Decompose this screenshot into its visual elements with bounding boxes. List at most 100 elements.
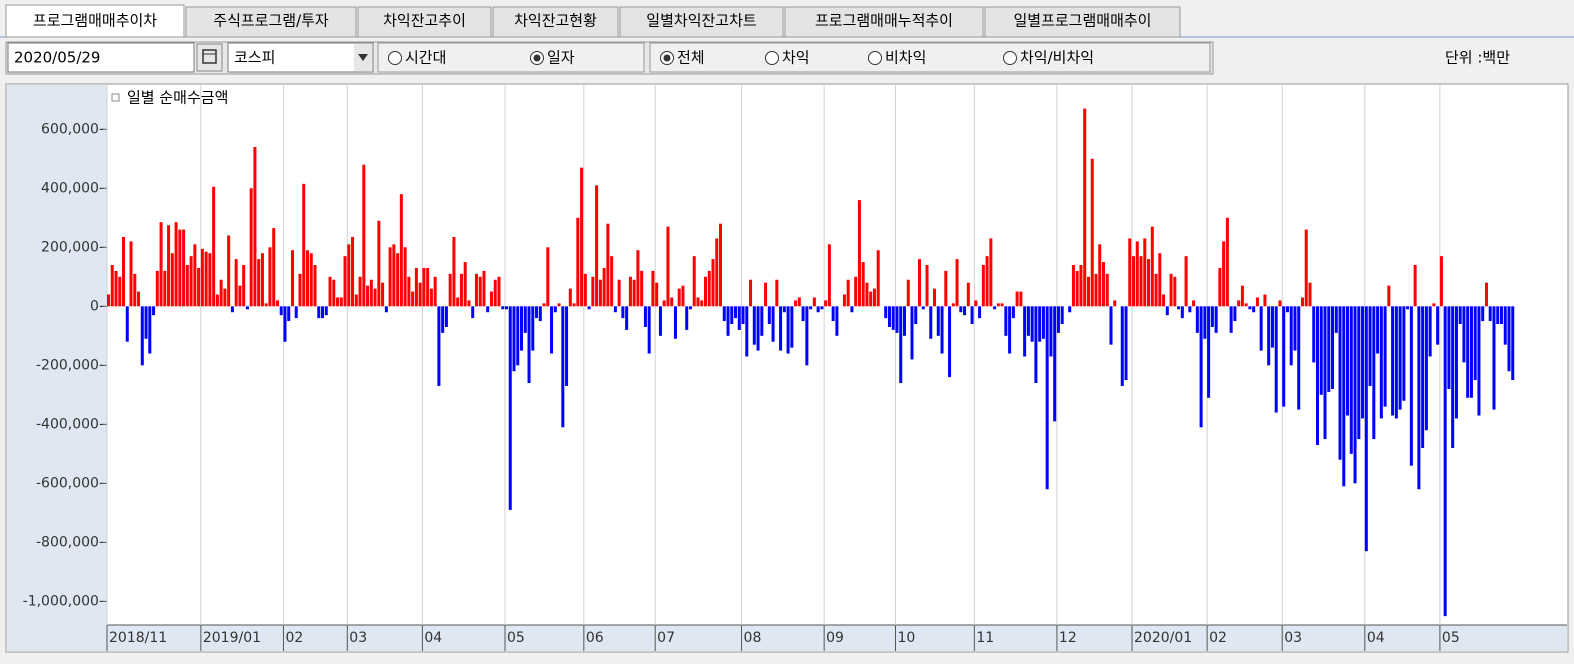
radio-button[interactable] [1003, 51, 1017, 65]
bar [324, 306, 328, 316]
bar [865, 282, 869, 307]
bar [407, 276, 411, 307]
bar [951, 303, 955, 307]
bar [227, 235, 231, 307]
bar [137, 291, 141, 307]
calendar-button[interactable] [196, 43, 223, 72]
bar [275, 300, 279, 307]
x-tick-label: 05 [1442, 630, 1460, 646]
bar [1105, 273, 1109, 307]
bar [129, 241, 133, 307]
bar [204, 251, 208, 307]
tab-label: 일별차익잔고차트 [646, 12, 757, 30]
bar [1319, 306, 1323, 395]
bar [602, 267, 606, 307]
bar [1120, 306, 1124, 386]
bar [576, 217, 580, 307]
radio-button[interactable] [765, 51, 779, 65]
bar [910, 306, 914, 360]
bar [745, 306, 749, 357]
bar [298, 273, 302, 307]
bar [1023, 306, 1027, 357]
bar [1210, 306, 1214, 327]
bar [996, 303, 1000, 307]
x-tick-label: 03 [349, 630, 367, 646]
x-tick-label: 2019/01 [203, 630, 261, 646]
bar [587, 306, 591, 310]
bar [940, 306, 944, 354]
market-select[interactable] [227, 42, 374, 73]
bar [459, 273, 463, 307]
bar [290, 250, 294, 307]
tab[interactable] [185, 6, 357, 38]
tab[interactable] [619, 6, 784, 38]
bar [550, 306, 554, 354]
bar [869, 291, 873, 307]
bar [1421, 306, 1425, 448]
bar [114, 270, 118, 307]
date-input[interactable] [7, 42, 195, 73]
x-tick-label: 04 [1367, 630, 1385, 646]
tab[interactable] [5, 4, 185, 38]
bar [715, 238, 719, 307]
bar [1124, 306, 1128, 381]
bar [632, 279, 636, 307]
bar [212, 186, 216, 307]
tab[interactable] [984, 6, 1181, 38]
bar [1192, 300, 1196, 307]
bar [1406, 306, 1410, 310]
bar [1222, 241, 1226, 307]
bar [1454, 306, 1458, 419]
bar [1011, 306, 1015, 319]
bar [305, 250, 310, 307]
bar [1428, 306, 1432, 357]
bar [478, 276, 482, 307]
bar [328, 276, 332, 307]
bar [1177, 306, 1181, 310]
bar [955, 259, 959, 307]
radio-dot [533, 54, 541, 62]
bar [508, 306, 512, 510]
bar [1169, 273, 1173, 307]
bar [287, 306, 291, 322]
bar [933, 288, 937, 307]
bar [692, 256, 696, 307]
bar [688, 306, 692, 310]
bar [734, 306, 738, 319]
bar [1045, 306, 1049, 490]
bar [1507, 306, 1511, 372]
y-tick-label: -800,000- [36, 534, 104, 550]
bar [264, 303, 268, 307]
bar [636, 250, 640, 307]
bar [557, 303, 561, 307]
bar [752, 306, 756, 345]
bar [362, 164, 366, 307]
x-tick-label: 04 [424, 630, 442, 646]
bar [497, 276, 501, 307]
bar [189, 256, 193, 307]
bar [719, 223, 723, 307]
bar [782, 306, 786, 313]
radio-button[interactable] [388, 51, 402, 65]
bar [283, 306, 287, 342]
x-tick-label: 09 [826, 630, 844, 646]
legend-label: 일별 순매수금액 [127, 89, 228, 107]
bar [249, 188, 253, 307]
bar [377, 220, 381, 307]
tab[interactable] [784, 6, 984, 38]
y-tick-label: -400,000- [36, 416, 104, 432]
bar [200, 248, 204, 307]
bar [565, 306, 569, 386]
radio-button[interactable] [868, 51, 882, 65]
tab[interactable] [357, 6, 492, 38]
bar [1346, 306, 1350, 416]
tab[interactable] [492, 6, 619, 38]
bar [1409, 306, 1413, 466]
bar [133, 273, 137, 307]
bar [722, 306, 726, 322]
bar [730, 306, 734, 325]
bar [1383, 306, 1387, 407]
bar [707, 270, 711, 307]
bar [711, 259, 715, 307]
bar [1094, 273, 1098, 307]
